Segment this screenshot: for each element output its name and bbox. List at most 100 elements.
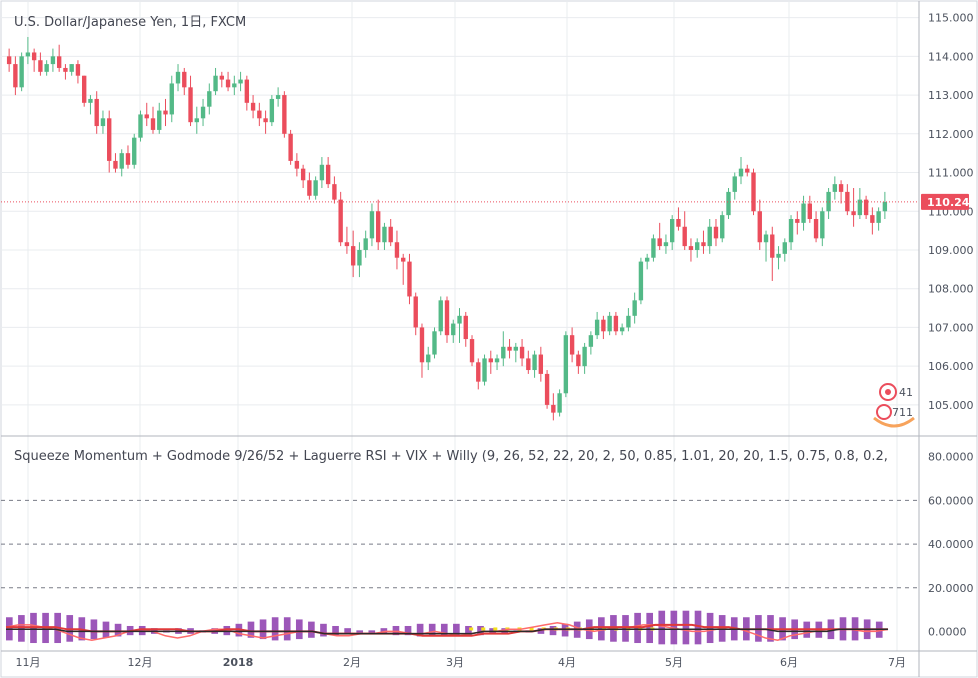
momentum-bar [271,617,279,641]
event-icon[interactable] [876,404,892,420]
candle-body [300,168,306,181]
candle-body [332,184,337,200]
squeeze-dot [481,627,486,631]
momentum-bar [368,630,376,633]
candle-body [544,373,550,405]
candle-body [582,346,587,367]
candle-body [132,137,137,165]
candle-body [870,215,875,223]
candle-body [282,95,287,134]
candle-body [44,64,49,72]
squeeze-dot [469,627,474,631]
candle-body [626,315,631,328]
candle-body [200,106,206,119]
candle-body [213,75,218,92]
candle-body [507,346,512,351]
alert-badges[interactable]: 41 711 [873,383,915,428]
price-tick-label: 112.000 [928,128,974,141]
momentum-bar [247,621,255,638]
candle-body [238,79,243,84]
price-tick-label: 111.000 [928,167,974,180]
candle-body [119,153,124,169]
candle-body [350,246,356,266]
momentum-bar [465,625,472,636]
candle-body [75,64,81,76]
momentum-bar [416,623,424,637]
candle-body [682,226,687,247]
candle-body [69,64,74,72]
candle-body [250,102,256,111]
momentum-bar [295,619,303,640]
candle-body [31,52,37,61]
candle-body [632,300,637,316]
time-tick-label: 5月 [665,656,683,669]
candle-body [726,191,731,216]
indicator-tick-label: 20.0000 [928,582,974,595]
price-tick-label: 107.000 [928,321,974,334]
event-count: 711 [892,406,913,419]
candle-body [532,354,537,371]
price-tick-label: 106.000 [928,360,974,373]
candle-body [807,203,812,219]
candle-body [269,98,275,123]
candle-body [638,261,644,301]
candle-body [720,215,725,239]
candle-body [657,238,662,247]
candle-body [795,219,800,223]
price-axis-labels: 115.000114.000113.000112.000111.000110.0… [928,12,974,412]
candle-body [601,319,606,332]
time-tick-label: 4月 [558,656,576,669]
candle-body [482,358,487,382]
candle-body [369,211,375,239]
candle-body [357,249,362,266]
time-tick-label: 11月 [16,656,41,669]
candle-body [613,315,619,332]
squeeze-dot [529,627,534,631]
candle-body [851,211,856,216]
candle-body [576,354,581,367]
candle-body [863,199,869,216]
indicator-title: Squeeze Momentum + Godmode 9/26/52 + Lag… [14,449,888,464]
candle-body [663,242,669,247]
candle-body [56,56,62,68]
momentum-bar [392,625,400,636]
candle-body [344,242,350,247]
candle-body [832,184,838,192]
price-tick-label: 105.000 [928,399,974,412]
candle-body [125,153,131,165]
candle-body [563,335,569,394]
candle-body [538,354,544,374]
candle-body [38,60,43,72]
price-grid [1,1,919,651]
momentum-bar [102,621,110,638]
candle-body [882,201,888,212]
momentum-bar [440,623,448,637]
candle-body [19,56,24,88]
candle-body [594,319,600,336]
candle-body [194,118,199,123]
momentum-bar [259,619,267,640]
momentum-bar [90,619,98,640]
candle-body [788,219,794,243]
candle-body [713,226,719,239]
candle-body [745,168,750,173]
candle-body [100,118,106,127]
candle-body [619,327,625,332]
candle-body [838,184,844,192]
momentum-bar [320,623,327,637]
candle-body [551,404,556,413]
candle-body [175,71,181,84]
time-tick-label: 12月 [128,656,153,669]
candle-body [363,238,368,250]
candle-body [207,91,212,107]
candle-body [157,110,162,130]
candle-body [25,52,31,57]
candle-body [263,118,268,123]
candle-body [707,226,712,247]
indicator-axis-labels: 80.0000 60.0000 40.0000 20.0000 0.0000 [928,451,974,639]
momentum-bar [404,625,412,636]
candle-body [463,315,468,340]
candle-body [457,315,462,324]
momentum-bar [682,610,690,645]
